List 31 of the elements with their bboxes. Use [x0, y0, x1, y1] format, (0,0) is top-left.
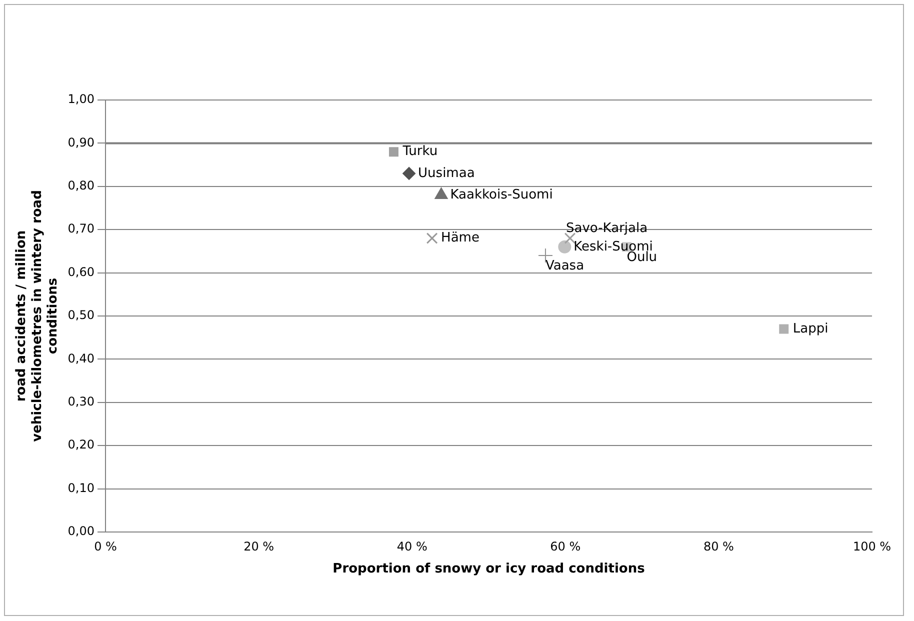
x-tick-label: 80 %: [703, 539, 734, 554]
y-tick-label: 0,80: [68, 178, 95, 193]
series-label: Uusimaa: [418, 166, 475, 181]
point: [779, 324, 789, 334]
series-label: Savo-Karjala: [566, 221, 648, 236]
x-tick-label: 100 %: [852, 539, 892, 554]
point: [402, 166, 416, 180]
y-axis-title: road accidents / million vehicle-kilometres in wintery road conditions: [14, 190, 60, 442]
point: [558, 240, 572, 254]
x-axis-title: Proportion of snowy or icy road conditions: [332, 562, 646, 577]
y-tick-label: 0,40: [68, 351, 95, 366]
series-label: Häme: [441, 230, 480, 246]
y-tick-label: 0,50: [68, 308, 95, 322]
series-label: Turku: [402, 144, 438, 160]
y-tick-label: 1,00: [68, 92, 95, 106]
x-tick-label: 60 %: [550, 539, 581, 554]
series-label: Kaakkois-Suomi: [450, 187, 553, 202]
point: [388, 147, 398, 157]
x-tick-label: 20 %: [244, 539, 274, 554]
series-label: Vaasa: [545, 258, 584, 274]
point: [426, 232, 438, 244]
x-tick-label: 0 %: [94, 539, 117, 554]
y-tick-label: 0,60: [68, 264, 95, 279]
y-tick-label: 0,70: [68, 222, 95, 236]
series-label: Lappi: [792, 321, 828, 336]
y-tick-label: 0,20: [68, 438, 95, 452]
y-tick-label: 0,30: [68, 394, 95, 409]
y-tick-label: 0,10: [68, 480, 95, 495]
y-tick-label: 0,00: [68, 524, 95, 538]
y-tick-label: 0,90: [68, 135, 95, 150]
x-tick-label: 40 %: [396, 539, 428, 554]
